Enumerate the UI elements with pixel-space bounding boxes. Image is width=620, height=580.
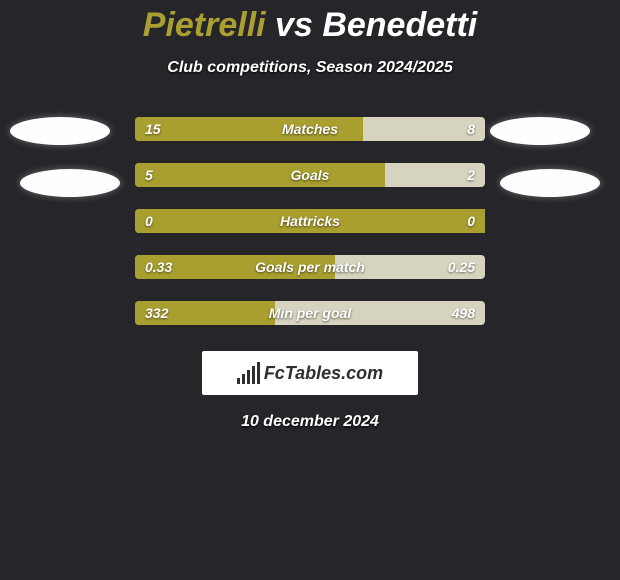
- stat-row: 0.330.25Goals per match: [135, 255, 485, 279]
- stat-value-right: 8: [467, 117, 475, 141]
- stat-value-right: 0.25: [448, 255, 475, 279]
- stat-value-right: 498: [452, 301, 475, 325]
- logo-bars-icon: [237, 362, 260, 384]
- stat-value-left: 0: [145, 209, 153, 233]
- stat-row: 52Goals: [135, 163, 485, 187]
- stat-value-left: 0.33: [145, 255, 172, 279]
- fctables-logo: FcTables.com: [202, 351, 418, 395]
- stat-bar-left: [135, 117, 363, 141]
- logo-text: FcTables.com: [264, 363, 383, 384]
- player2-name: Benedetti: [322, 6, 477, 44]
- stat-row: 158Matches: [135, 117, 485, 141]
- player1-name: Pietrelli: [143, 6, 266, 44]
- stat-row: 332498Min per goal: [135, 301, 485, 325]
- stat-value-left: 5: [145, 163, 153, 187]
- comparison-title: Pietrelli vs Benedetti: [0, 0, 620, 45]
- stat-row: 00Hattricks: [135, 209, 485, 233]
- stat-value-right: 0: [467, 209, 475, 233]
- stat-bar-left: [135, 209, 485, 233]
- stat-value-left: 332: [145, 301, 168, 325]
- stat-value-right: 2: [467, 163, 475, 187]
- stat-value-left: 15: [145, 117, 161, 141]
- date-text: 10 december 2024: [0, 413, 620, 431]
- subtitle: Club competitions, Season 2024/2025: [0, 59, 620, 77]
- vs-text: vs: [275, 6, 313, 44]
- stat-bar-left: [135, 163, 385, 187]
- stats-chart: 158Matches52Goals00Hattricks0.330.25Goal…: [0, 117, 620, 337]
